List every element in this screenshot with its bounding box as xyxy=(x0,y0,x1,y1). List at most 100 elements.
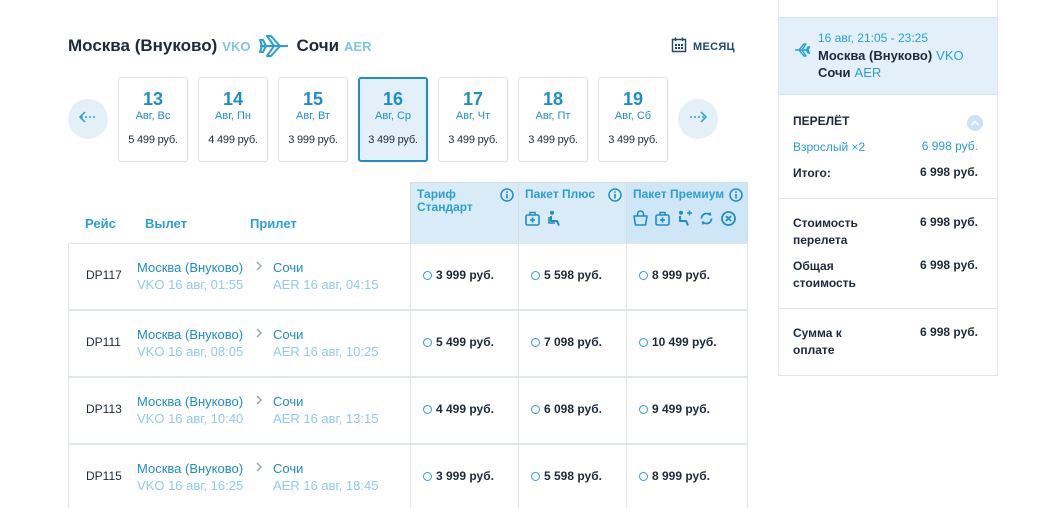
fare-option-plus[interactable]: 7 098 руб. xyxy=(518,310,627,377)
flight-row[interactable]: DP115 Москва (Внуково) VKO 16 авг, 16:25… xyxy=(68,444,410,508)
seat-plus-icon xyxy=(676,210,693,232)
radio-button[interactable] xyxy=(639,270,648,280)
radio-button[interactable] xyxy=(639,337,648,347)
arrival-city: Сочи xyxy=(273,327,304,342)
date-card-14[interactable]: 14 Авг, Пн 4 499 руб. xyxy=(198,77,268,162)
chevron-up-icon xyxy=(970,114,980,132)
prev-dates-button[interactable] xyxy=(68,99,108,139)
dest-code: AER xyxy=(344,38,372,54)
date-card-13[interactable]: 13 Авг, Вс 5 499 руб. xyxy=(118,77,188,162)
column-arrival: Прилет xyxy=(250,216,297,231)
flight-number: DP111 xyxy=(86,335,121,349)
overall-cost-label: Общая стоимость xyxy=(793,259,856,290)
fare-header-plus: Пакет Плюс xyxy=(518,182,627,244)
date-weekday: Авг, Пн xyxy=(215,110,251,122)
flight-row[interactable]: DP117 Москва (Внуково) VKO 16 авг, 01:55… xyxy=(68,243,410,310)
arrival-city: Сочи xyxy=(273,461,304,476)
radio-button[interactable] xyxy=(531,337,540,347)
origin-code: VKO xyxy=(222,38,251,54)
radio-button[interactable] xyxy=(423,337,432,347)
info-icon[interactable] xyxy=(500,188,514,207)
origin-city: Москва (Внуково) xyxy=(68,36,218,55)
date-card-15[interactable]: 15 Авг, Вт 3 999 руб. xyxy=(278,77,348,162)
date-weekday: Авг, Пт xyxy=(535,110,571,122)
date-day: 15 xyxy=(302,89,324,109)
column-departure: Вылет xyxy=(145,216,188,231)
fare-option-premium[interactable]: 9 499 руб. xyxy=(626,377,748,444)
fare-option-plus[interactable]: 5 598 руб. xyxy=(518,444,627,508)
collapse-button[interactable] xyxy=(967,115,983,131)
departure-time: VKO 16 авг, 01:55 xyxy=(137,277,244,292)
radio-button[interactable] xyxy=(531,471,540,481)
date-weekday: Авг, Ср xyxy=(374,110,412,122)
date-day: 19 xyxy=(622,89,644,109)
arrival-time: AER 16 авг, 18:45 xyxy=(273,478,379,493)
fare-option-plus[interactable]: 5 598 руб. xyxy=(518,243,627,310)
flight-row[interactable]: DP111 Москва (Внуково) VKO 16 авг, 08:05… xyxy=(68,310,410,377)
radio-button[interactable] xyxy=(531,270,540,280)
pay-value: 6 998 руб. xyxy=(920,325,978,339)
fare-option-standard[interactable]: 3 999 руб. xyxy=(410,243,519,310)
radio-button[interactable] xyxy=(423,404,432,414)
radio-button[interactable] xyxy=(639,404,648,414)
fare-header-premium: Пакет Премиум xyxy=(626,182,748,244)
radio-button[interactable] xyxy=(639,471,648,481)
chevron-right-icon xyxy=(255,460,263,478)
date-price: 3 499 руб. xyxy=(448,134,498,146)
arrival-time: AER 16 авг, 04:15 xyxy=(273,277,379,292)
fare-price: 5 598 руб. xyxy=(544,268,602,282)
fare-price: 5 598 руб. xyxy=(544,469,602,483)
fare-option-plus[interactable]: 6 098 руб. xyxy=(518,377,627,444)
fare-price: 3 999 руб. xyxy=(436,268,494,282)
date-weekday: Авг, Вс xyxy=(135,110,171,122)
next-dates-button[interactable] xyxy=(678,99,718,139)
fare-option-standard[interactable]: 3 999 руб. xyxy=(410,444,519,508)
fare-option-standard[interactable]: 4 499 руб. xyxy=(410,377,519,444)
cancel-icon xyxy=(720,210,737,232)
fare-price: 7 098 руб. xyxy=(544,335,602,349)
calendar-icon xyxy=(671,37,687,56)
fare-option-premium[interactable]: 8 999 руб. xyxy=(626,243,748,310)
date-card-19[interactable]: 19 Авг, Сб 3 499 руб. xyxy=(598,77,668,162)
airplane-icon xyxy=(258,33,290,59)
date-price: 3 499 руб. xyxy=(608,134,658,146)
date-day: 16 xyxy=(382,89,404,109)
date-card-18[interactable]: 18 Авг, Пт 3 499 руб. xyxy=(518,77,588,162)
radio-button[interactable] xyxy=(531,404,540,414)
flight-number: DP115 xyxy=(86,469,122,483)
fare-price: 3 999 руб. xyxy=(436,469,494,483)
date-card-16-selected[interactable]: 16 Авг, Ср 3 499 руб. xyxy=(358,77,428,162)
month-button[interactable]: МЕСЯЦ xyxy=(671,37,735,56)
radio-button[interactable] xyxy=(423,471,432,481)
fare-name: Тариф Стандарт xyxy=(417,187,473,214)
fare-option-premium[interactable]: 10 499 руб. xyxy=(626,310,748,377)
passenger-price: 6 998 руб. xyxy=(921,139,978,153)
fare-features xyxy=(632,210,737,232)
chevron-right-icon xyxy=(255,393,263,411)
arrival-city: Сочи xyxy=(273,394,304,409)
arrival-city: Сочи xyxy=(273,260,304,275)
column-flight: Рейс xyxy=(85,216,116,231)
section-title: ПЕРЕЛЁТ xyxy=(793,114,850,128)
total-label: Итого: xyxy=(793,166,831,180)
fare-option-premium[interactable]: 8 999 руб. xyxy=(626,444,748,508)
info-icon[interactable] xyxy=(729,188,743,207)
summary-flight: 16 авг, 21:05 - 23:25 Москва (Внуково) VK… xyxy=(779,17,997,95)
flight-number: DP113 xyxy=(86,402,122,416)
fare-option-standard[interactable]: 5 499 руб. xyxy=(410,310,519,377)
passenger-label: Взрослый ×2 xyxy=(793,140,866,154)
date-day: 18 xyxy=(542,89,564,109)
summary-to: Сочи AER xyxy=(818,65,882,80)
bag-icon xyxy=(632,210,649,232)
info-icon[interactable] xyxy=(608,188,622,207)
radio-button[interactable] xyxy=(423,270,432,280)
date-card-17[interactable]: 17 Авг, Чт 3 499 руб. xyxy=(438,77,508,162)
departure-city: Москва (Внуково) xyxy=(137,327,244,342)
arrival-time: AER 16 авг, 13:15 xyxy=(273,411,379,426)
departure-time: VKO 16 авг, 08:05 xyxy=(137,344,244,359)
departure-time: VKO 16 авг, 16:25 xyxy=(137,478,244,493)
month-label: МЕСЯЦ xyxy=(693,40,735,53)
flight-row[interactable]: DP113 Москва (Внуково) VKO 16 авг, 10:40… xyxy=(68,377,410,444)
luggage-icon xyxy=(654,210,671,232)
date-weekday: Авг, Вт xyxy=(296,110,330,122)
